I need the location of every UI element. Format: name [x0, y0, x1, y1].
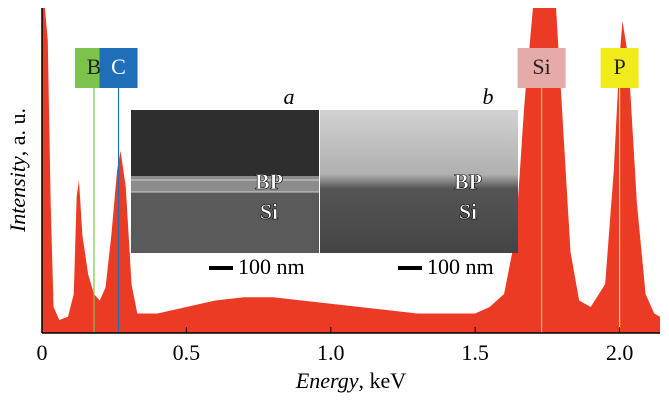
marker-label: P [613, 54, 625, 79]
x-label-text: Energy [295, 368, 359, 393]
y-label-text: Intensity [5, 156, 30, 233]
y-axis-label: Intensity, a. u. [5, 108, 30, 233]
scale-label: 100 nm [427, 254, 494, 279]
x-tick-label: 1.5 [461, 340, 489, 365]
chart: BCSiP00.51.01.52.0Energy, keVIntensity, … [0, 0, 669, 401]
x-axis-label: Energy, keV [295, 368, 406, 393]
inset-label: a [284, 84, 295, 109]
x-label-unit: , keV [359, 368, 407, 393]
inset-label: b [483, 84, 494, 109]
marker-label: Si [532, 54, 550, 79]
x-tick-label: 2.0 [606, 340, 634, 365]
scale-label: 100 nm [238, 254, 305, 279]
sem-image-b [320, 110, 518, 253]
layer-label: Si [260, 199, 278, 224]
x-tick-label: 0.5 [173, 340, 201, 365]
sem-layer [131, 176, 319, 192]
marker-label: C [111, 54, 126, 79]
marker-label: B [87, 54, 102, 79]
x-tick-label: 1.0 [317, 340, 345, 365]
layer-label: BP [255, 169, 283, 194]
sem-layer [131, 110, 319, 176]
layer-label: BP [454, 169, 482, 194]
layer-label: Si [459, 199, 477, 224]
x-tick-label: 0 [37, 340, 48, 365]
y-label-unit: , a. u. [5, 108, 30, 156]
